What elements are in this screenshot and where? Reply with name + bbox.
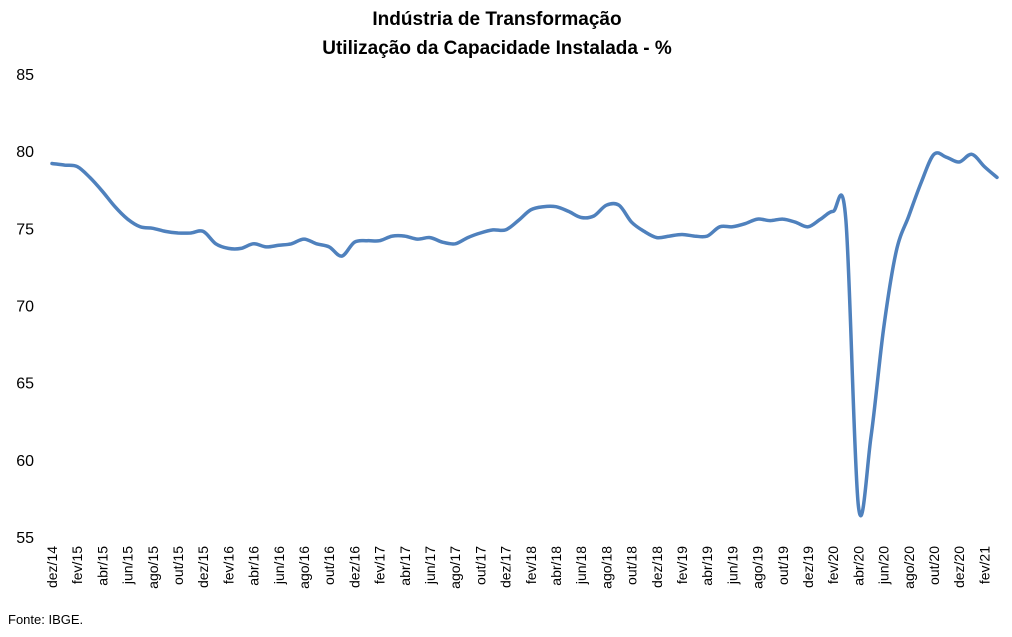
x-tick-label: dez/16 xyxy=(346,546,362,588)
x-tick-label: out/19 xyxy=(775,546,791,585)
x-tick-label: jun/20 xyxy=(876,546,892,585)
x-tick-label: out/17 xyxy=(472,546,488,585)
x-tick-label: ago/19 xyxy=(750,546,766,589)
x-tick-label: abr/15 xyxy=(94,546,110,586)
x-tick-label: fev/16 xyxy=(220,546,236,584)
x-tick-label: jun/19 xyxy=(724,546,740,585)
x-tick-label: fev/15 xyxy=(69,546,85,584)
x-tick-label: fev/21 xyxy=(976,546,992,584)
series-line xyxy=(50,151,999,518)
x-tick-label: fev/17 xyxy=(372,546,388,584)
x-tick-label: dez/15 xyxy=(195,546,211,588)
chart-title: Indústria de Transformação xyxy=(372,9,621,30)
x-tick-label: ago/18 xyxy=(598,546,614,589)
x-tick-label: abr/19 xyxy=(699,546,715,586)
x-tick-label: ago/16 xyxy=(296,546,312,589)
y-tick-label: 85 xyxy=(16,67,34,84)
y-tick-label: 60 xyxy=(16,453,34,470)
x-tick-label: dez/18 xyxy=(649,546,665,588)
x-tick-label: out/20 xyxy=(926,546,942,585)
y-tick-label: 55 xyxy=(16,530,34,547)
y-tick-label: 75 xyxy=(16,221,34,238)
y-axis: 55 60 65 70 75 80 85 xyxy=(16,67,34,547)
x-tick-label: abr/17 xyxy=(397,546,413,586)
x-tick-label: dez/19 xyxy=(800,546,816,588)
x-tick-label: jun/16 xyxy=(271,546,287,585)
x-tick-label: ago/15 xyxy=(145,546,161,589)
x-tick-label: jun/17 xyxy=(422,546,438,585)
x-tick-label: dez/17 xyxy=(498,546,514,588)
x-tick-label: fev/20 xyxy=(825,546,841,584)
y-tick-label: 70 xyxy=(16,299,34,316)
chart-subtitle: Utilização da Capacidade Instalada - % xyxy=(322,38,672,59)
x-tick-label: jun/15 xyxy=(120,546,136,585)
x-tick-label: abr/18 xyxy=(548,546,564,586)
x-tick-label: out/16 xyxy=(321,546,337,585)
x-tick-label: dez/14 xyxy=(44,546,60,588)
x-tick-label: dez/20 xyxy=(951,546,967,588)
x-tick-label: ago/20 xyxy=(901,546,917,589)
x-tick-label: ago/17 xyxy=(447,546,463,589)
x-tick-label: out/15 xyxy=(170,546,186,585)
x-tick-label: abr/20 xyxy=(850,546,866,586)
plot-area xyxy=(50,151,999,518)
x-tick-label: fev/18 xyxy=(523,546,539,584)
y-tick-label: 80 xyxy=(16,144,34,161)
x-tick-label: fev/19 xyxy=(674,546,690,584)
x-tick-label: abr/16 xyxy=(246,546,262,586)
source-note: Fonte: IBGE. xyxy=(8,612,84,627)
y-tick-label: 65 xyxy=(16,376,34,393)
x-axis: dez/14 fev/15 abr/15 jun/15 ago/15 out/15 dez/… xyxy=(44,546,992,589)
x-tick-label: jun/18 xyxy=(573,546,589,585)
x-tick-label: out/18 xyxy=(624,546,640,585)
